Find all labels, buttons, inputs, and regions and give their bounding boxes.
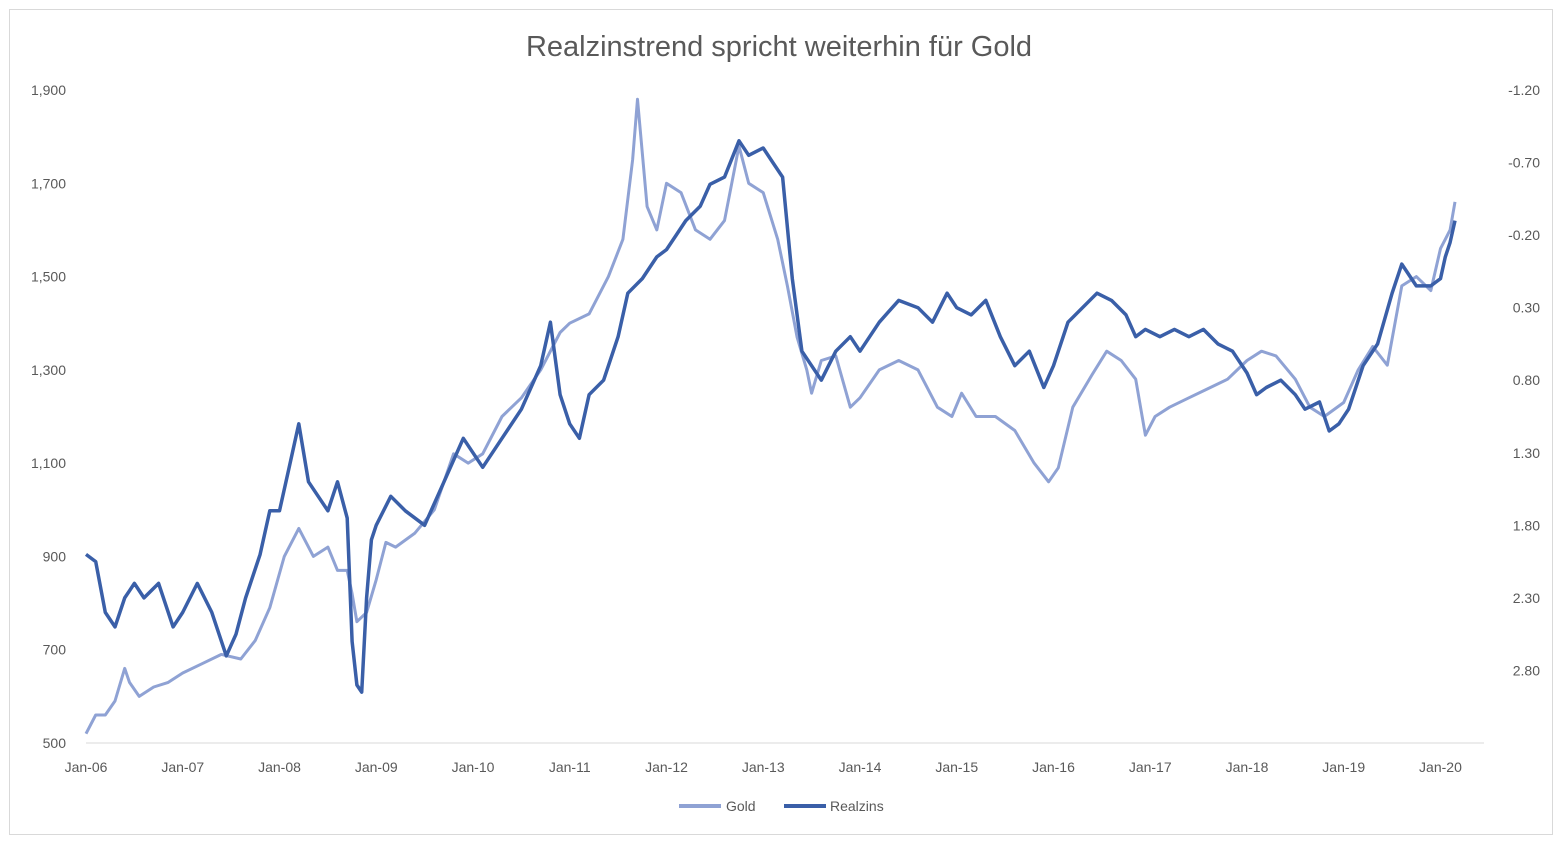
x-tick-label: Jan-06 (65, 759, 108, 775)
x-tick-label: Jan-19 (1322, 759, 1365, 775)
chart-svg: Realzinstrend spricht weiterhin für Gold… (31, 31, 1540, 814)
y-right-tick-label: 2.80 (1513, 662, 1540, 678)
chart-frame: Realzinstrend spricht weiterhin für Gold… (9, 9, 1553, 835)
y-right-tick-label: 1.30 (1513, 445, 1540, 461)
x-tick-labels: Jan-06 Jan-07 Jan-08 Jan-09 Jan-10 Jan-11 Jan-… (65, 759, 1462, 775)
y-right-tick-label: 1.80 (1513, 517, 1540, 533)
y-left-tick-label: 1,500 (31, 269, 66, 285)
y-left-tick-label: 1,100 (31, 455, 66, 471)
x-tick-label: Jan-14 (839, 759, 882, 775)
y-right-tick-label: -1.20 (1508, 82, 1540, 98)
y-left-tick-label: 1,300 (31, 362, 66, 378)
y-right-tick-label: 0.30 (1513, 300, 1540, 316)
y-left-tick-label: 900 (43, 548, 67, 564)
chart-title: Realzinstrend spricht weiterhin für Gold (526, 31, 1032, 63)
x-tick-label: Jan-09 (355, 759, 398, 775)
series-line-realzins (84, 139, 1457, 694)
series-layer (84, 97, 1457, 735)
y-left-tick-label: 1,900 (31, 82, 66, 98)
x-tick-label: Jan-17 (1129, 759, 1172, 775)
x-tick-label: Jan-08 (258, 759, 301, 775)
y-right-tick-labels: -1.20 -0.70 -0.20 0.30 0.80 1.30 1.80 2.30 2.80 (1508, 82, 1540, 678)
y-right-tick-label: -0.20 (1508, 227, 1540, 243)
x-tick-label: Jan-18 (1226, 759, 1269, 775)
x-tick-label: Jan-20 (1419, 759, 1462, 775)
series-line-gold (84, 97, 1457, 735)
y-left-tick-label: 1,700 (31, 175, 66, 191)
legend-label-realzins: Realzins (830, 798, 884, 814)
x-tick-label: Jan-13 (742, 759, 785, 775)
y-left-tick-labels: 500 700 900 1,100 1,300 1,500 1,700 1,900 (31, 82, 66, 751)
y-left-tick-label: 500 (43, 735, 67, 751)
y-right-tick-label: -0.70 (1508, 155, 1540, 171)
x-tick-label: Jan-07 (161, 759, 204, 775)
legend: Gold Realzins (679, 798, 884, 814)
x-tick-label: Jan-15 (935, 759, 978, 775)
x-tick-label: Jan-16 (1032, 759, 1075, 775)
x-tick-label: Jan-11 (549, 759, 591, 775)
x-tick-label: Jan-10 (452, 759, 495, 775)
x-tick-label: Jan-12 (645, 759, 688, 775)
legend-label-gold: Gold (726, 798, 756, 814)
y-left-tick-label: 700 (43, 642, 67, 658)
y-right-tick-label: 0.80 (1513, 372, 1540, 388)
y-right-tick-label: 2.30 (1513, 590, 1540, 606)
